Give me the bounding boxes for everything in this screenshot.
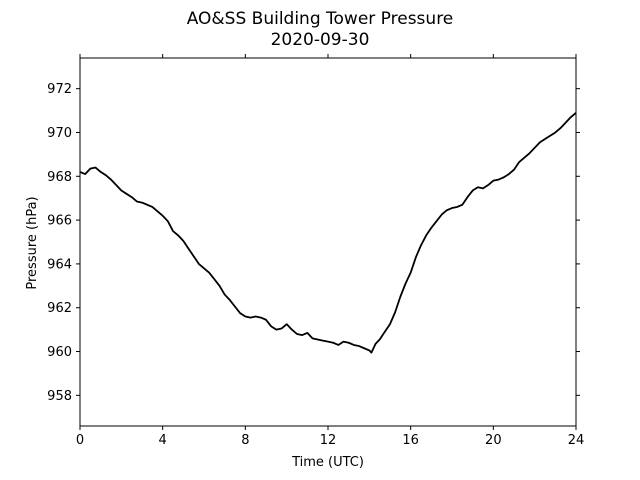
pressure-series-line [79,112,577,354]
x-tick-label: 8 [241,433,249,448]
x-tick-label: 0 [76,433,84,448]
y-tick-label: 970 [47,126,72,141]
x-tick-label: 16 [402,433,419,448]
plot-area: 0 4 8 12 16 20 24 958 960 962 964 966 968 970 972 [47,54,584,448]
y-tick-label: 964 [47,257,72,272]
chart-subtitle: 2020-09-30 [271,30,370,50]
y-tick-label: 972 [47,82,72,97]
y-axis-label: Pressure (hPa) [25,196,40,289]
y-tick-label: 958 [47,389,72,404]
x-tick-label: 12 [320,433,337,448]
y-tick-label: 960 [47,345,72,360]
y-tick-label: 968 [47,170,72,185]
x-tick-label: 24 [568,433,585,448]
y-tick-label: 962 [47,301,72,316]
chart-title: AO&SS Building Tower Pressure [187,9,454,29]
x-tick-label: 4 [159,433,167,448]
x-tick-label: 20 [485,433,502,448]
x-axis-label: Time (UTC) [291,455,364,470]
y-tick-label: 966 [47,214,72,229]
